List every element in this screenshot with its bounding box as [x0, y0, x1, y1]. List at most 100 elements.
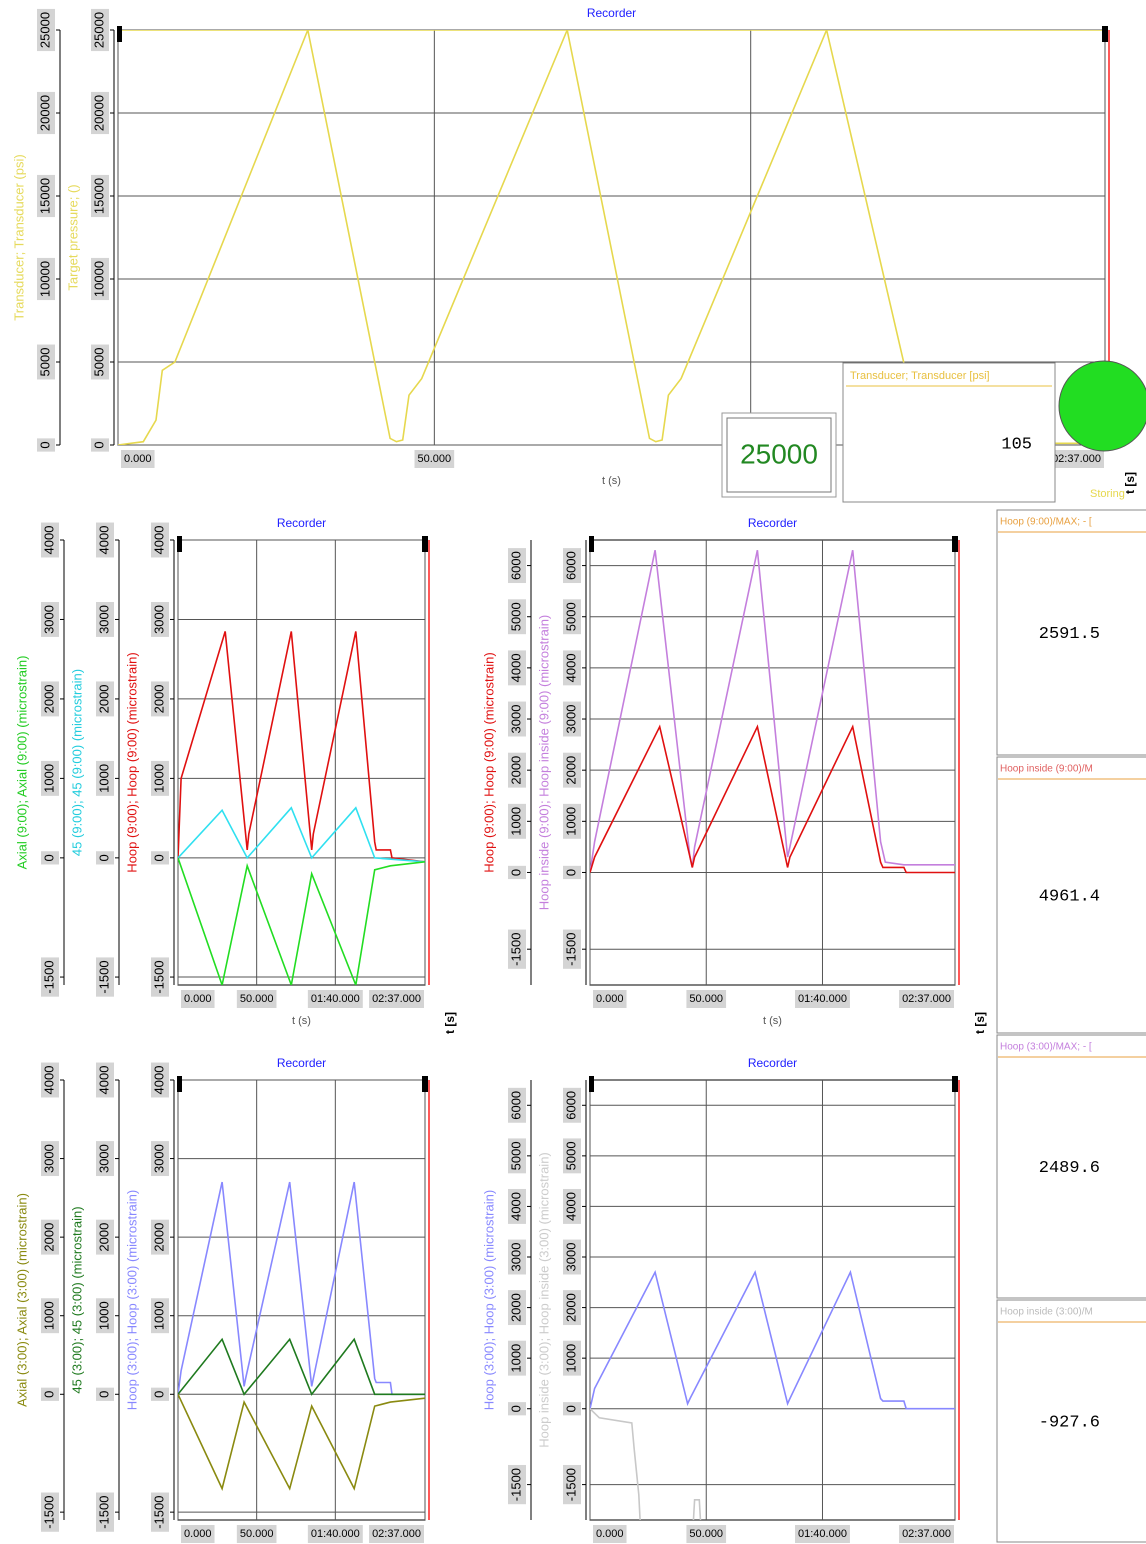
y-tick-label: 4000	[41, 526, 56, 555]
y-tick-label: 3000	[96, 605, 111, 634]
y-tick-box	[151, 1387, 169, 1401]
x-tick-label: 50.000	[240, 1528, 274, 1540]
y-tick-label: 3000	[41, 605, 56, 634]
y-tick-label: 1000	[151, 1301, 166, 1330]
y-tick-label: 4000	[96, 1066, 111, 1095]
y-tick-label: 2000	[508, 756, 523, 785]
y-tick-box	[96, 1492, 114, 1532]
x-tick-label: 0.000	[596, 993, 624, 1005]
y-tick-box	[508, 1340, 526, 1376]
y-tick-label: 4000	[151, 526, 166, 555]
y-tick-box	[563, 650, 581, 686]
y-axis-label: Hoop (3:00); Hoop (3:00) (microstrain)	[481, 1190, 496, 1410]
chart-title: Recorder	[277, 1056, 326, 1070]
y-tick-box	[508, 650, 526, 686]
y-tick-box	[37, 438, 55, 452]
x-tick-box	[307, 1525, 363, 1543]
y-tick-label: -1500	[563, 1468, 578, 1501]
y-tick-box	[96, 957, 114, 997]
x-tick-box	[686, 1525, 727, 1543]
y-tick-label: 6000	[508, 551, 523, 580]
plot-area	[589, 539, 956, 986]
y-tick-box	[563, 548, 581, 584]
y-tick-box	[151, 1062, 169, 1098]
series-line	[178, 806, 425, 863]
y-tick-label: 10000	[91, 261, 106, 297]
y-tick-label: 1000	[41, 764, 56, 793]
cursor-left	[177, 1076, 182, 1092]
y-tick-label: -1500	[96, 960, 111, 993]
y-tick-box	[41, 957, 59, 997]
y-tick-box	[563, 1290, 581, 1326]
y-tick-box	[91, 344, 109, 380]
y-tick-label: 4000	[96, 526, 111, 555]
x-tick-box	[236, 1525, 277, 1543]
y-tick-box	[151, 851, 169, 865]
y-tick-box	[41, 681, 59, 717]
y-tick-box	[37, 174, 55, 218]
y-tick-box	[508, 1188, 526, 1224]
y-tick-label: 2000	[151, 1223, 166, 1252]
x-tick-label: 0.000	[184, 993, 212, 1005]
y-tick-label: 20000	[91, 95, 106, 131]
y-tick-box	[91, 91, 109, 135]
x-tick-box	[414, 450, 455, 468]
y-tick-label: -1500	[151, 960, 166, 993]
value-panel-value: -927.6	[1039, 1413, 1100, 1432]
x-tick-box	[686, 990, 727, 1008]
cursor-left	[117, 26, 122, 42]
y-tick-box	[563, 1188, 581, 1224]
value-panel-title: Hoop inside (3:00)/M	[1000, 1307, 1093, 1318]
y-tick-label: 0	[41, 1391, 56, 1398]
x-tick-box	[899, 1525, 954, 1543]
x-tick-label: 50.000	[418, 453, 452, 465]
y-tick-label: 0	[151, 854, 166, 861]
y-tick-box	[41, 1492, 59, 1532]
y-tick-box	[508, 1290, 526, 1326]
y-tick-box	[508, 1464, 526, 1505]
value-panel	[996, 509, 1146, 756]
x-tick-label: 0.000	[596, 1528, 624, 1540]
x-tick-box	[795, 1525, 850, 1543]
y-tick-box	[151, 1141, 169, 1177]
y-tick-box	[151, 1298, 169, 1334]
y-tick-label: 5000	[508, 1141, 523, 1170]
y-tick-label: 4000	[151, 1066, 166, 1095]
y-tick-label: 5000	[563, 1141, 578, 1170]
y-tick-box	[563, 803, 581, 839]
x-tick-box	[369, 1525, 424, 1543]
y-tick-label: 0	[96, 854, 111, 861]
y-tick-label: 25000	[91, 12, 106, 48]
y-tick-label: 4000	[563, 1192, 578, 1221]
y-tick-label: -1500	[96, 1496, 111, 1529]
y-tick-box	[563, 1464, 581, 1505]
chart-title: Recorder	[748, 516, 797, 530]
y-tick-label: 2000	[508, 1293, 523, 1322]
plot-area	[177, 539, 426, 986]
y-tick-label: 6000	[508, 1091, 523, 1120]
y-tick-box	[96, 681, 114, 717]
y-tick-label: 5000	[563, 602, 578, 631]
y-tick-box	[37, 344, 55, 380]
x-tick-box	[899, 990, 954, 1008]
chart-title: Recorder	[277, 516, 326, 530]
y-tick-box	[563, 752, 581, 788]
cursor-right	[952, 536, 958, 552]
y-tick-box	[508, 803, 526, 839]
y-tick-box	[151, 602, 169, 637]
x-tick-label: 01:40.000	[798, 993, 847, 1005]
y-tick-label: 0	[37, 441, 52, 448]
cursor-right	[1102, 26, 1108, 42]
series-line	[178, 1181, 425, 1396]
series-line	[590, 724, 955, 874]
value-panel-value: 4961.4	[1039, 887, 1100, 906]
y-tick-label: -1500	[508, 1468, 523, 1501]
y-tick-label: 2000	[41, 684, 56, 713]
y-tick-box	[563, 701, 581, 737]
y-tick-label: 0	[508, 869, 523, 876]
x-tick-box	[181, 990, 215, 1008]
y-tick-box	[563, 865, 581, 880]
y-tick-label: 1000	[563, 807, 578, 836]
